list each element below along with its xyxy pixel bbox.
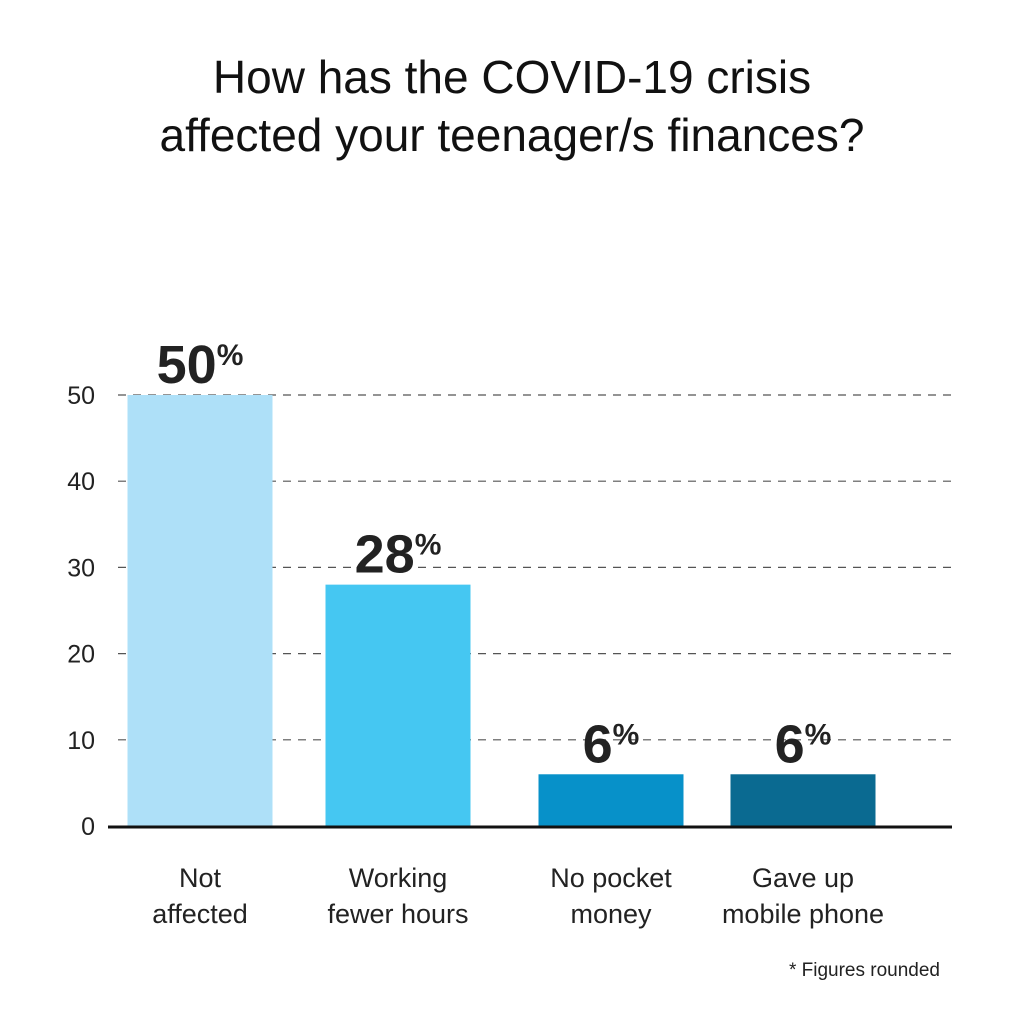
y-tick-label: 30 <box>67 554 95 582</box>
y-tick-label: 20 <box>67 641 95 669</box>
y-tick-label: 10 <box>67 727 95 755</box>
y-tick-label: 0 <box>81 813 95 841</box>
y-tick-label: 40 <box>67 468 95 496</box>
x-category-label: No pocket money <box>550 863 672 929</box>
chart-title-line-2: affected your teenager/s finances? <box>159 109 865 161</box>
data-label: 6% <box>775 714 832 774</box>
data-label: 50% <box>157 335 244 395</box>
y-tick-label: 50 <box>67 382 95 410</box>
x-category-label: Gave up mobile phone <box>722 863 884 929</box>
bar <box>730 774 876 826</box>
bar <box>538 774 684 826</box>
data-label: 28% <box>355 525 442 585</box>
chart-title: How has the COVID-19 crisis affected you… <box>0 48 1024 164</box>
x-category-label: Not affected <box>152 863 248 929</box>
data-label: 6% <box>583 714 640 774</box>
x-category-label: Working fewer hours <box>327 863 468 929</box>
chart-title-line-1: How has the COVID-19 crisis <box>212 51 812 103</box>
footnote: * Figures rounded <box>788 960 940 981</box>
bar <box>127 395 273 826</box>
bar <box>325 584 471 826</box>
